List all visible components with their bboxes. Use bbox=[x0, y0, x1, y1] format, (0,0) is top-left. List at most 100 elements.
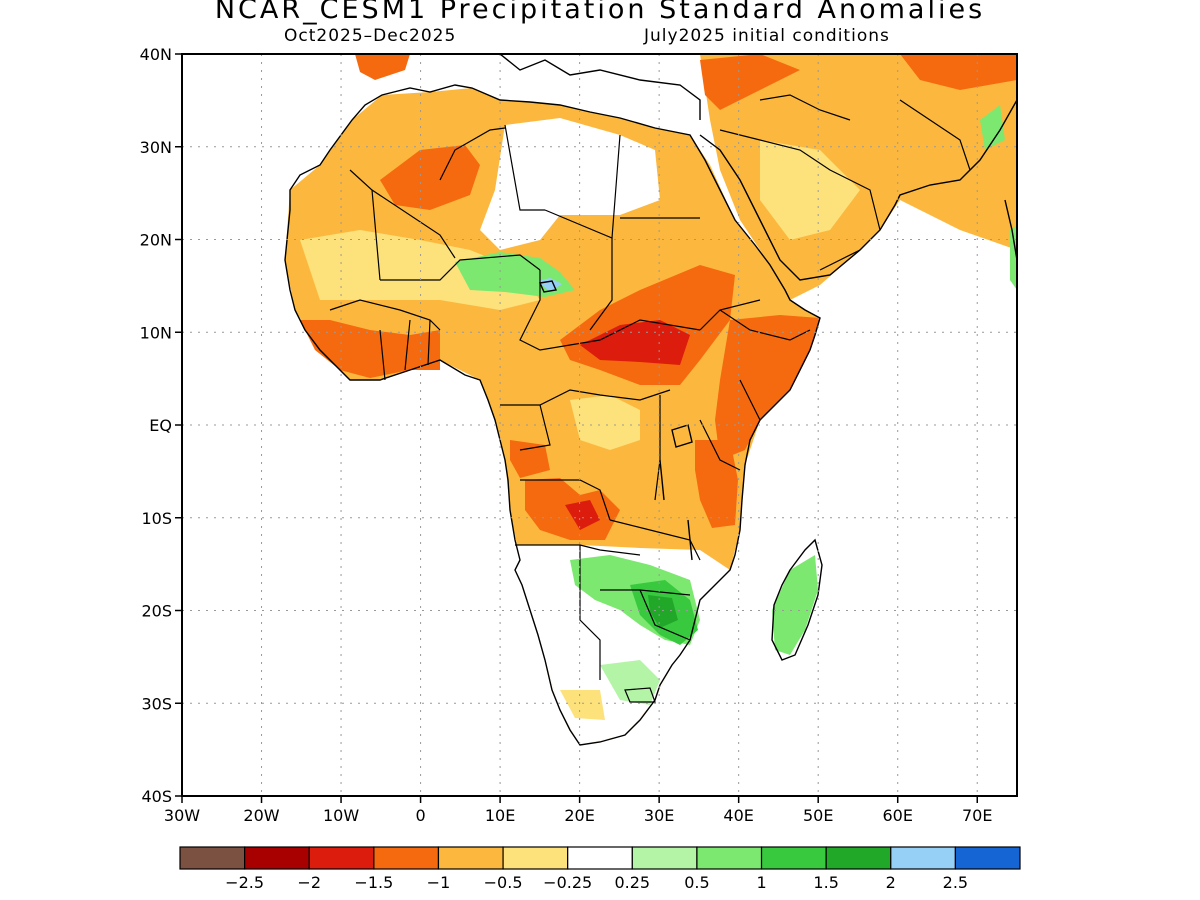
border-central-5 bbox=[520, 479, 611, 521]
border-central-1 bbox=[500, 389, 671, 406]
india-edge-wet bbox=[1010, 225, 1017, 290]
lon-tick-label: 40E bbox=[723, 806, 753, 825]
lake-chad-outline bbox=[538, 280, 558, 293]
colorbar-swatch bbox=[760, 846, 827, 870]
lon-tick-label: 10W bbox=[323, 806, 359, 825]
border-central-2 bbox=[519, 404, 551, 451]
lon-tick-label: 30W bbox=[164, 806, 200, 825]
colorbar-label: −1.5 bbox=[354, 873, 393, 892]
latitude-axis: 40N 30N 20N 10N EQ 10S 20S 30S 40S bbox=[140, 45, 182, 806]
namibia-weak-dry bbox=[560, 690, 605, 720]
colorbar-swatch bbox=[567, 846, 633, 870]
lat-tick-label: 20S bbox=[141, 602, 172, 621]
border-central-4 bbox=[699, 419, 741, 471]
colorbar-label: −0.25 bbox=[543, 873, 592, 892]
colorbar-swatch bbox=[244, 846, 310, 870]
colorbar-swatch bbox=[179, 846, 246, 870]
madagascar-coastline bbox=[771, 538, 823, 661]
lon-tick-label: 50E bbox=[803, 806, 833, 825]
pakistan-wet bbox=[980, 105, 1005, 150]
colorbar-swatch bbox=[890, 846, 956, 870]
gridlines bbox=[182, 54, 1017, 796]
border-central-6 bbox=[609, 519, 701, 561]
border-west-2 bbox=[379, 329, 386, 381]
colorbar-swatch bbox=[308, 846, 375, 870]
caspian-dry bbox=[900, 54, 1017, 90]
lon-tick-label: 10E bbox=[485, 806, 515, 825]
anomaly-region-lake-chad-wet bbox=[538, 278, 562, 292]
colorbar-label: −2.5 bbox=[225, 873, 264, 892]
colorbar-label: −1 bbox=[427, 873, 451, 892]
chart-title: NCAR_CESM1 Precipitation Standard Anomal… bbox=[214, 0, 986, 25]
border-arabia-3 bbox=[899, 99, 971, 171]
initial-conditions: July2025 initial conditions bbox=[644, 26, 890, 46]
anomaly-region-west-africa-coast-dry bbox=[300, 320, 440, 378]
anomaly-region-maghreb-dry bbox=[380, 145, 480, 210]
border-sahel-1 bbox=[380, 254, 541, 281]
colorbar-label: 1.5 bbox=[813, 873, 838, 892]
congo-weak-dry bbox=[570, 395, 640, 450]
colorbar-swatch bbox=[437, 846, 504, 870]
border-south-4 bbox=[639, 589, 691, 641]
lat-tick-label: 30N bbox=[140, 138, 172, 157]
border-horn-1 bbox=[719, 309, 811, 341]
colorbar-label: 2.5 bbox=[943, 873, 968, 892]
lat-tick-label: 40N bbox=[140, 45, 172, 64]
lon-tick-label: 20E bbox=[564, 806, 594, 825]
border-west-3 bbox=[404, 319, 411, 371]
colorbar-label: 1 bbox=[756, 873, 766, 892]
border-west-4 bbox=[427, 319, 431, 366]
congo-strong-dry bbox=[565, 500, 600, 530]
lon-tick-label: 70E bbox=[962, 806, 992, 825]
colorbar-swatch bbox=[631, 846, 698, 870]
sudan-strong-dry bbox=[580, 320, 690, 365]
lake-malawi-outline bbox=[687, 519, 693, 561]
border-horn-2 bbox=[739, 379, 761, 421]
colorbar-label: 0.5 bbox=[684, 873, 709, 892]
longitude-axis: 30W 20W 10W 0 10E 20E 30E 40E 50E 60E 70E bbox=[164, 796, 992, 825]
border-north-4 bbox=[504, 124, 545, 211]
kenya-tanzania-dry bbox=[695, 440, 738, 528]
lon-tick-label: 20W bbox=[243, 806, 279, 825]
border-arabia-2 bbox=[759, 94, 851, 121]
lat-tick-label: EQ bbox=[149, 416, 172, 435]
forecast-period: Oct2025–Dec2025 bbox=[284, 26, 457, 46]
colorbar-label: 0.25 bbox=[614, 873, 650, 892]
border-north-7 bbox=[589, 238, 613, 331]
lat-tick-label: 20N bbox=[140, 231, 172, 250]
lake-victoria-outline bbox=[671, 424, 693, 448]
lat-tick-label: 10N bbox=[140, 323, 172, 342]
border-west-1 bbox=[329, 299, 441, 331]
border-south-5 bbox=[624, 687, 656, 703]
sahara-near-normal bbox=[480, 118, 660, 250]
colorbar-label: 2 bbox=[886, 873, 896, 892]
lat-tick-label: 30S bbox=[141, 694, 172, 713]
lon-tick-label: 0 bbox=[415, 806, 425, 825]
border-arabia-4 bbox=[819, 249, 861, 271]
colorbar-swatch bbox=[825, 846, 892, 870]
colorbar-label: −0.5 bbox=[484, 873, 523, 892]
anomaly-region-east-africa-dry bbox=[715, 315, 820, 460]
colorbar-swatch bbox=[954, 846, 1021, 870]
lake-tanganyika-outline bbox=[659, 459, 665, 501]
anomaly-region-madagascar-wet bbox=[772, 555, 818, 655]
arabia-weak-dry bbox=[760, 140, 860, 240]
colorbar-label: −2 bbox=[297, 873, 321, 892]
lon-tick-label: 30E bbox=[644, 806, 674, 825]
turkey-iran-dry bbox=[700, 54, 800, 110]
colorbar-swatch bbox=[696, 846, 763, 870]
border-north-3 bbox=[439, 127, 506, 181]
border-south-1 bbox=[515, 544, 641, 556]
anomaly-region-arabia-dry bbox=[700, 54, 1017, 300]
zimbabwe-strong-wet bbox=[648, 595, 678, 628]
mediterranean-north-coast bbox=[499, 54, 701, 120]
border-sahel-2 bbox=[519, 270, 701, 351]
border-arabia-1 bbox=[719, 129, 881, 231]
india-coastline bbox=[1004, 199, 1017, 261]
colorbar-swatch bbox=[502, 846, 569, 870]
morocco-dry bbox=[355, 54, 410, 80]
lat-tick-label: 10S bbox=[141, 509, 172, 528]
border-north-2 bbox=[371, 189, 456, 259]
colorbar-swatch bbox=[373, 846, 440, 870]
